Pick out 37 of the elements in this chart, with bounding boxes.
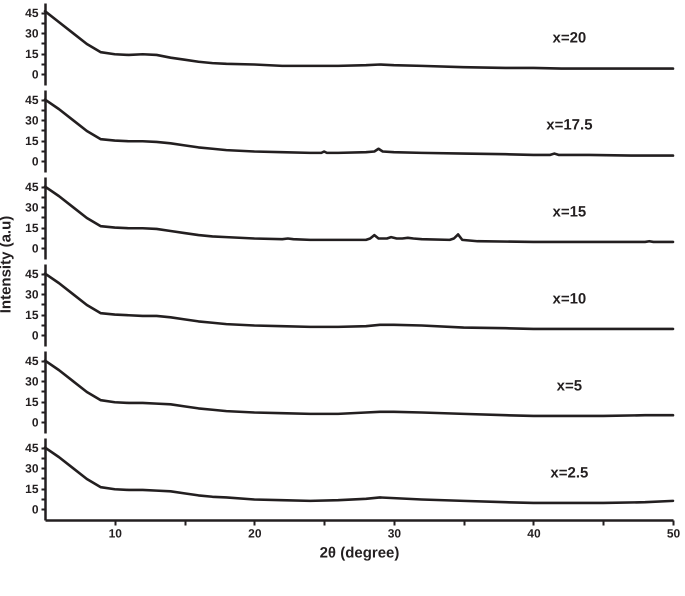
y-tick-label: 45 bbox=[25, 93, 39, 108]
y-tick-label: 15 bbox=[25, 482, 39, 496]
y-tick-label: 45 bbox=[25, 441, 39, 456]
y-tick-label: 0 bbox=[32, 154, 39, 169]
y-tick-label: 15 bbox=[25, 308, 39, 322]
y-tick-label: 30 bbox=[25, 114, 39, 128]
x-tick-label: 50 bbox=[666, 526, 680, 540]
x-tick-label: 10 bbox=[108, 526, 122, 540]
y-tick-label: 0 bbox=[32, 416, 39, 430]
y-tick-label: 0 bbox=[32, 328, 39, 343]
x-axis-title: 2θ (degree) bbox=[320, 544, 400, 562]
y-tick-label: 45 bbox=[25, 267, 39, 282]
y-tick-label: 45 bbox=[25, 6, 39, 20]
y-tick-label: 15 bbox=[25, 395, 39, 410]
x-tick-label: 30 bbox=[388, 526, 402, 540]
annotation: x=5 bbox=[556, 377, 582, 394]
y-tick-label: 30 bbox=[25, 26, 39, 41]
y-tick-label: 0 bbox=[32, 502, 39, 517]
x-tick-label: 20 bbox=[248, 526, 262, 540]
y-tick-label: 0 bbox=[32, 68, 39, 82]
y-tick-label: 15 bbox=[25, 134, 39, 148]
y-tick-label: 0 bbox=[32, 242, 39, 256]
x-tick-label: 40 bbox=[527, 526, 541, 540]
y-tick-label: 45 bbox=[25, 354, 39, 368]
y-tick-label: 45 bbox=[25, 180, 39, 194]
y-tick-label: 15 bbox=[25, 221, 39, 236]
y-axis-title: Intensity (a.u) bbox=[0, 216, 14, 314]
y-tick-label: 15 bbox=[25, 47, 39, 62]
annotation: x=17.5 bbox=[546, 116, 593, 134]
annotation: x=15 bbox=[552, 203, 586, 220]
y-tick-label: 30 bbox=[25, 462, 39, 476]
y-tick-label: 30 bbox=[25, 200, 39, 215]
y-tick-label: 30 bbox=[25, 374, 39, 389]
annotation: x=20 bbox=[552, 29, 586, 46]
annotation: x=2.5 bbox=[550, 464, 588, 482]
annotation: x=10 bbox=[552, 290, 586, 308]
y-tick-label: 30 bbox=[25, 288, 39, 302]
